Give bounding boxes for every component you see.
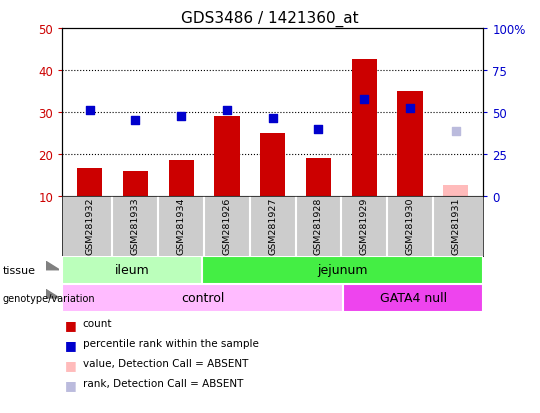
Text: tissue: tissue (3, 265, 36, 275)
Text: GSM281934: GSM281934 (177, 197, 186, 255)
Bar (260, 133, 285, 196)
Text: GSM281927: GSM281927 (268, 197, 277, 255)
Bar (443, 186, 468, 196)
Bar (397, 92, 423, 196)
Point (177, 114, 185, 120)
Point (222, 107, 231, 114)
Bar (168, 161, 194, 196)
Bar (202, 256, 483, 284)
Text: count: count (83, 318, 112, 328)
Text: rank, Detection Call = ABSENT: rank, Detection Call = ABSENT (83, 378, 243, 388)
Polygon shape (46, 290, 59, 298)
Text: genotype/variation: genotype/variation (3, 293, 96, 303)
Text: GSM281929: GSM281929 (360, 197, 369, 255)
Point (360, 97, 369, 103)
Text: GSM281930: GSM281930 (406, 197, 415, 255)
Text: percentile rank within the sample: percentile rank within the sample (83, 338, 259, 348)
Point (314, 126, 323, 133)
Bar (352, 60, 377, 196)
Bar (306, 159, 331, 196)
Text: value, Detection Call = ABSENT: value, Detection Call = ABSENT (83, 358, 248, 368)
Text: GSM281931: GSM281931 (451, 197, 460, 255)
Bar (62, 256, 202, 284)
Polygon shape (46, 262, 59, 270)
Point (85, 107, 94, 114)
Bar (214, 117, 240, 196)
Bar (77, 169, 102, 196)
Point (268, 116, 277, 122)
Bar (123, 172, 148, 196)
Text: ■: ■ (65, 318, 77, 331)
Point (131, 118, 140, 124)
Bar (343, 284, 483, 312)
Text: control: control (181, 292, 224, 305)
Text: GSM281932: GSM281932 (85, 197, 94, 255)
Text: GATA4 null: GATA4 null (380, 292, 447, 305)
Text: ■: ■ (65, 338, 77, 351)
Text: GDS3486 / 1421360_at: GDS3486 / 1421360_at (181, 10, 359, 26)
Point (451, 128, 460, 135)
Bar (62, 284, 343, 312)
Text: GSM281928: GSM281928 (314, 197, 323, 255)
Point (406, 105, 414, 112)
Text: GSM281926: GSM281926 (222, 197, 232, 255)
Text: jejunum: jejunum (318, 263, 368, 277)
Text: ■: ■ (65, 378, 77, 391)
Text: GSM281933: GSM281933 (131, 197, 140, 255)
Text: ileum: ileum (115, 263, 150, 277)
Text: ■: ■ (65, 358, 77, 371)
